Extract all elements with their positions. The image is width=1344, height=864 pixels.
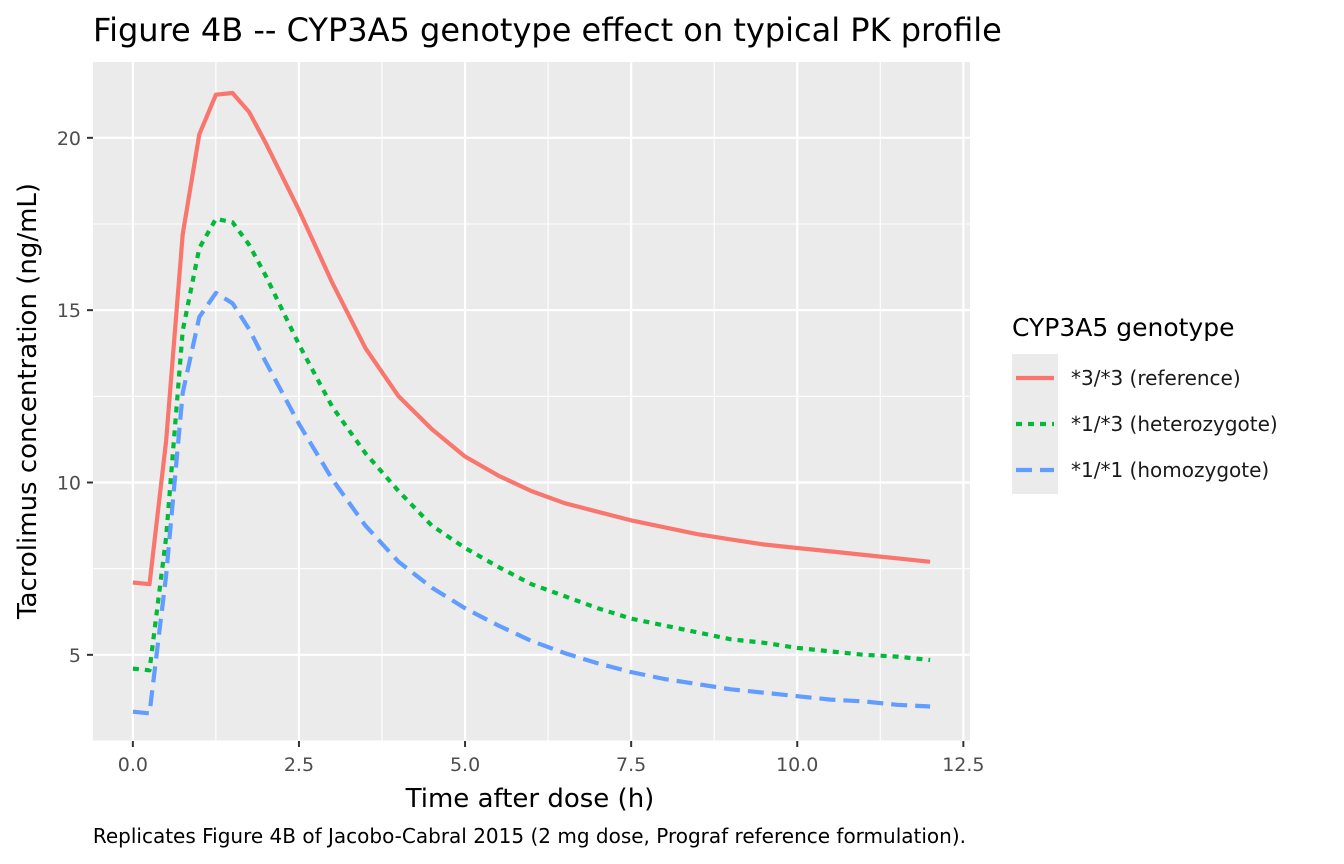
x-tick-label: 5.0 <box>450 754 480 776</box>
y-axis: 5 10 15 20 <box>57 128 93 667</box>
legend-label-3: *1/*1 (homozygote) <box>1071 458 1269 482</box>
x-tick-label: 7.5 <box>616 754 646 776</box>
y-tick-label: 20 <box>57 128 81 150</box>
grid-minor <box>93 62 970 742</box>
series-line-1 <box>132 90 931 587</box>
x-tick-label: 12.5 <box>942 754 984 776</box>
y-axis-label: Tacrolimus concentration (ng/mL) <box>13 183 43 620</box>
chart-title: Figure 4B -- CYP3A5 genotype effect on t… <box>93 11 1002 49</box>
chart-caption: Replicates Figure 4B of Jacobo-Cabral 20… <box>93 824 966 848</box>
series-line-2 <box>132 216 931 673</box>
grid-major <box>93 62 970 741</box>
plot-panel <box>93 62 970 741</box>
legend-title: CYP3A5 genotype <box>1012 313 1234 342</box>
y-tick-label: 5 <box>69 645 81 667</box>
legend-label-2: *1/*3 (heterozygote) <box>1071 412 1278 436</box>
series-line-3 <box>132 290 931 716</box>
y-tick-label: 15 <box>57 300 81 322</box>
x-axis-label: Time after dose (h) <box>405 784 655 814</box>
x-tick-label: 10.0 <box>776 754 818 776</box>
series-layer <box>132 90 931 716</box>
legend-label-1: *3/*3 (reference) <box>1071 366 1241 390</box>
y-tick-label: 10 <box>57 472 81 494</box>
x-tick-label: 0.0 <box>118 754 148 776</box>
x-axis: 0.0 2.5 5.0 7.5 10.0 12.5 <box>118 741 985 776</box>
x-tick-label: 2.5 <box>284 754 314 776</box>
legend: CYP3A5 genotype *3/*3 (reference) *1/*3 (… <box>1012 313 1278 494</box>
